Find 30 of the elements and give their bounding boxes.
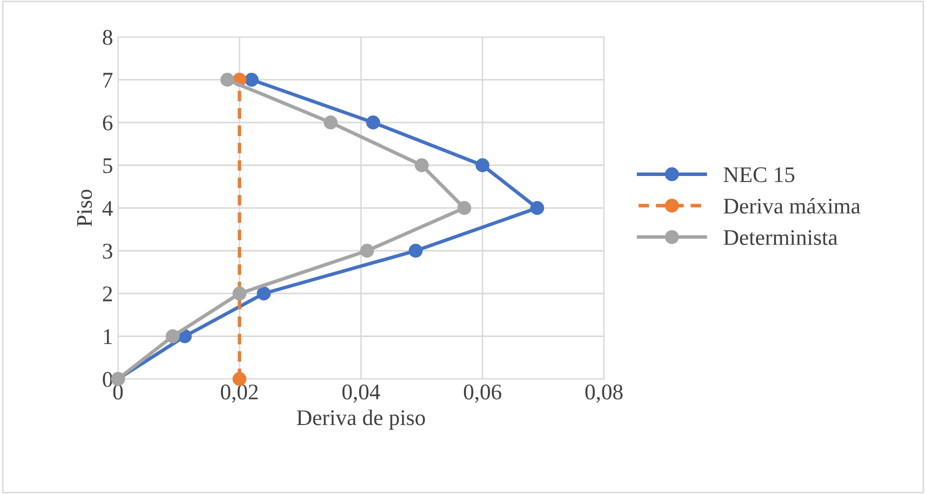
point (360, 244, 374, 258)
point (366, 116, 380, 130)
point (408, 244, 423, 258)
point (414, 158, 429, 172)
point (232, 286, 246, 300)
y-tick-label: 4 (102, 201, 113, 216)
x-tick-label: 0,08 (585, 384, 623, 403)
legend-label: Deriva máxima (724, 198, 860, 214)
legend-label: NEC 15 (724, 167, 794, 182)
y-tick-label: 8 (102, 30, 112, 45)
y-axis-title: Piso (77, 190, 92, 227)
y-tick-label: 3 (103, 244, 112, 259)
point (476, 158, 490, 172)
y-tick-label: 7 (103, 72, 112, 88)
x-tick-label: 0,02 (220, 384, 258, 403)
y-tick-label: 5 (103, 158, 112, 174)
x-axis-title: Deriva de piso (296, 410, 425, 430)
point (256, 286, 271, 300)
point (166, 329, 180, 344)
point (457, 201, 472, 215)
point (220, 72, 234, 87)
x-tick-label: 0,04 (342, 384, 380, 403)
point (324, 116, 338, 130)
point (530, 201, 544, 215)
y-tick-label: 1 (104, 329, 112, 344)
y-tick-label: 2 (103, 286, 112, 302)
y-tick-label: 6 (102, 115, 112, 130)
x-tick-label: 0,06 (464, 384, 502, 403)
point (244, 72, 259, 87)
legend-label: Determinista (724, 230, 838, 246)
